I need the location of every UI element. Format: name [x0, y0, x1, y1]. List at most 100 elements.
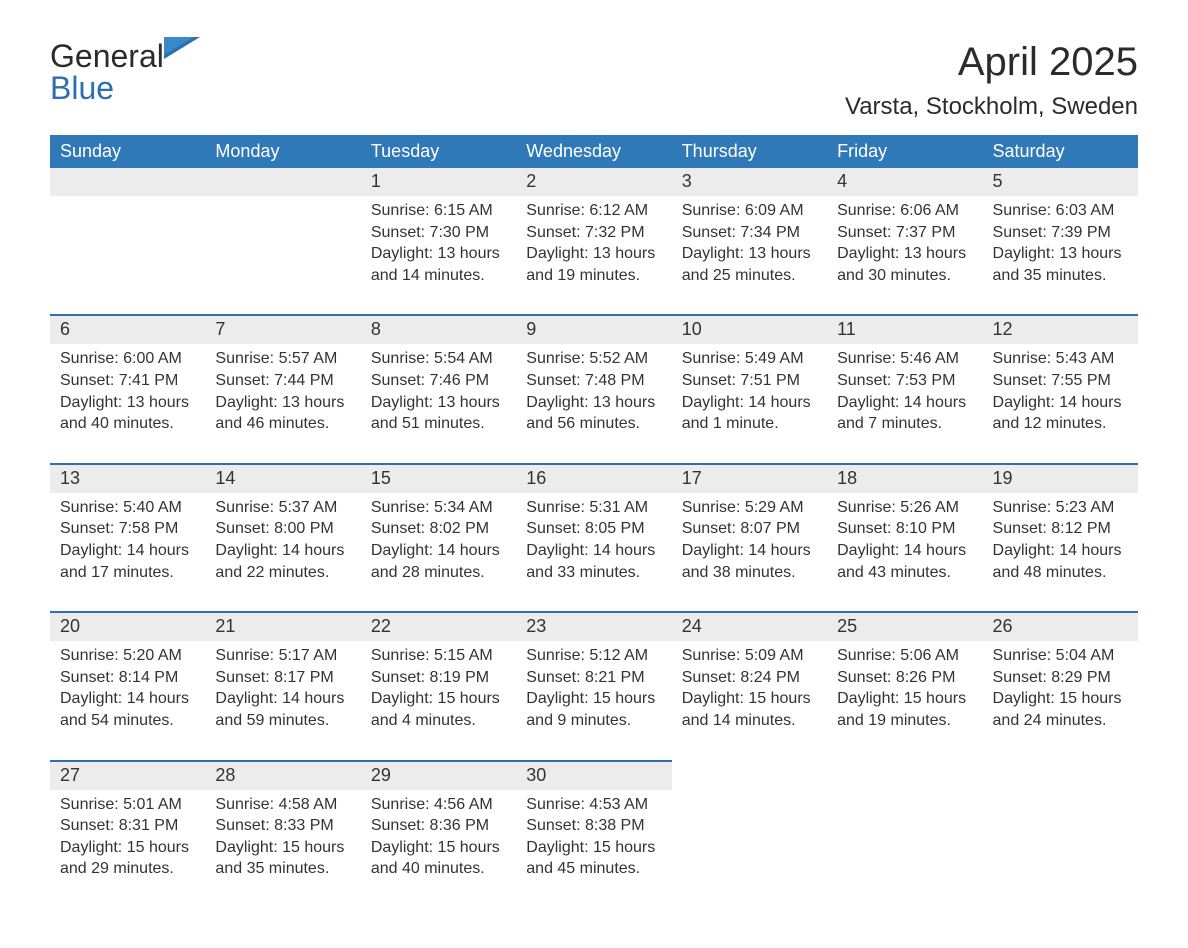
day-content: Sunrise: 6:12 AMSunset: 7:32 PMDaylight:…	[516, 196, 671, 286]
day-line: Daylight: 14 hours and 7 minutes.	[837, 392, 972, 435]
day-line: Sunset: 8:26 PM	[837, 667, 972, 689]
day-content: Sunrise: 5:52 AMSunset: 7:48 PMDaylight:…	[516, 344, 671, 434]
header: General Blue April 2025 Varsta, Stockhol…	[50, 40, 1138, 121]
day-line: Daylight: 14 hours and 1 minute.	[682, 392, 817, 435]
day-line: Daylight: 15 hours and 35 minutes.	[215, 837, 350, 880]
day-line: Sunrise: 5:49 AM	[682, 348, 817, 370]
day-number: 8	[361, 314, 516, 344]
day-line: Sunset: 8:21 PM	[526, 667, 661, 689]
day-content: Sunrise: 5:37 AMSunset: 8:00 PMDaylight:…	[205, 493, 360, 583]
day-content: Sunrise: 4:58 AMSunset: 8:33 PMDaylight:…	[205, 790, 360, 880]
calendar-week-row: 13Sunrise: 5:40 AMSunset: 7:58 PMDayligh…	[50, 463, 1138, 611]
day-line: Sunset: 8:07 PM	[682, 518, 817, 540]
day-line: Sunset: 8:05 PM	[526, 518, 661, 540]
day-number: 30	[516, 760, 671, 790]
calendar-day-cell: 26Sunrise: 5:04 AMSunset: 8:29 PMDayligh…	[983, 611, 1138, 759]
day-content: Sunrise: 6:09 AMSunset: 7:34 PMDaylight:…	[672, 196, 827, 286]
calendar-day-cell	[827, 760, 982, 908]
day-line: Sunset: 7:53 PM	[837, 370, 972, 392]
day-line: Daylight: 15 hours and 4 minutes.	[371, 688, 506, 731]
day-number: 2	[516, 168, 671, 196]
day-content: Sunrise: 5:34 AMSunset: 8:02 PMDaylight:…	[361, 493, 516, 583]
day-line: Sunset: 8:12 PM	[993, 518, 1128, 540]
day-line: Sunset: 7:41 PM	[60, 370, 195, 392]
day-line: Sunset: 8:24 PM	[682, 667, 817, 689]
day-content: Sunrise: 5:06 AMSunset: 8:26 PMDaylight:…	[827, 641, 982, 731]
day-line: Daylight: 15 hours and 24 minutes.	[993, 688, 1128, 731]
day-content: Sunrise: 5:15 AMSunset: 8:19 PMDaylight:…	[361, 641, 516, 731]
day-content: Sunrise: 5:17 AMSunset: 8:17 PMDaylight:…	[205, 641, 360, 731]
day-content: Sunrise: 5:20 AMSunset: 8:14 PMDaylight:…	[50, 641, 205, 731]
weekday-header: Monday	[205, 135, 360, 168]
day-line: Sunset: 8:29 PM	[993, 667, 1128, 689]
calendar-day-cell: 3Sunrise: 6:09 AMSunset: 7:34 PMDaylight…	[672, 168, 827, 314]
calendar-day-cell: 25Sunrise: 5:06 AMSunset: 8:26 PMDayligh…	[827, 611, 982, 759]
calendar-day-cell: 8Sunrise: 5:54 AMSunset: 7:46 PMDaylight…	[361, 314, 516, 462]
weekday-header: Wednesday	[516, 135, 671, 168]
calendar-day-cell: 4Sunrise: 6:06 AMSunset: 7:37 PMDaylight…	[827, 168, 982, 314]
day-number: 15	[361, 463, 516, 493]
weekday-header: Saturday	[983, 135, 1138, 168]
day-line: Daylight: 15 hours and 19 minutes.	[837, 688, 972, 731]
day-line: Daylight: 14 hours and 59 minutes.	[215, 688, 350, 731]
day-line: Sunrise: 5:09 AM	[682, 645, 817, 667]
day-number	[205, 168, 360, 196]
day-number: 28	[205, 760, 360, 790]
day-line: Sunrise: 6:15 AM	[371, 200, 506, 222]
day-line: Daylight: 14 hours and 33 minutes.	[526, 540, 661, 583]
day-content: Sunrise: 5:54 AMSunset: 7:46 PMDaylight:…	[361, 344, 516, 434]
calendar-day-cell: 19Sunrise: 5:23 AMSunset: 8:12 PMDayligh…	[983, 463, 1138, 611]
day-line: Daylight: 14 hours and 22 minutes.	[215, 540, 350, 583]
day-line: Sunrise: 5:57 AM	[215, 348, 350, 370]
day-line: Sunrise: 5:37 AM	[215, 497, 350, 519]
day-number: 21	[205, 611, 360, 641]
logo-text-1: General	[50, 38, 164, 74]
calendar-day-cell: 9Sunrise: 5:52 AMSunset: 7:48 PMDaylight…	[516, 314, 671, 462]
day-line: Daylight: 14 hours and 12 minutes.	[993, 392, 1128, 435]
day-number	[672, 760, 827, 788]
day-line: Sunset: 7:58 PM	[60, 518, 195, 540]
day-content: Sunrise: 5:57 AMSunset: 7:44 PMDaylight:…	[205, 344, 360, 434]
day-number: 17	[672, 463, 827, 493]
day-content: Sunrise: 5:12 AMSunset: 8:21 PMDaylight:…	[516, 641, 671, 731]
day-line: Daylight: 15 hours and 45 minutes.	[526, 837, 661, 880]
day-line: Sunrise: 6:09 AM	[682, 200, 817, 222]
calendar-day-cell: 18Sunrise: 5:26 AMSunset: 8:10 PMDayligh…	[827, 463, 982, 611]
day-line: Sunrise: 6:03 AM	[993, 200, 1128, 222]
calendar-day-cell: 28Sunrise: 4:58 AMSunset: 8:33 PMDayligh…	[205, 760, 360, 908]
day-line: Sunset: 7:51 PM	[682, 370, 817, 392]
day-line: Sunset: 8:17 PM	[215, 667, 350, 689]
day-line: Sunset: 8:00 PM	[215, 518, 350, 540]
day-content	[983, 788, 1138, 792]
calendar-day-cell: 2Sunrise: 6:12 AMSunset: 7:32 PMDaylight…	[516, 168, 671, 314]
day-line: Daylight: 13 hours and 56 minutes.	[526, 392, 661, 435]
day-line: Sunset: 7:34 PM	[682, 222, 817, 244]
day-number	[983, 760, 1138, 788]
calendar-week-row: 1Sunrise: 6:15 AMSunset: 7:30 PMDaylight…	[50, 168, 1138, 314]
day-content: Sunrise: 5:09 AMSunset: 8:24 PMDaylight:…	[672, 641, 827, 731]
day-line: Daylight: 15 hours and 29 minutes.	[60, 837, 195, 880]
day-number	[827, 760, 982, 788]
calendar-day-cell: 6Sunrise: 6:00 AMSunset: 7:41 PMDaylight…	[50, 314, 205, 462]
calendar-day-cell: 17Sunrise: 5:29 AMSunset: 8:07 PMDayligh…	[672, 463, 827, 611]
day-line: Sunrise: 5:20 AM	[60, 645, 195, 667]
day-line: Daylight: 13 hours and 35 minutes.	[993, 243, 1128, 286]
calendar-day-cell: 29Sunrise: 4:56 AMSunset: 8:36 PMDayligh…	[361, 760, 516, 908]
day-number: 4	[827, 168, 982, 196]
calendar-day-cell: 21Sunrise: 5:17 AMSunset: 8:17 PMDayligh…	[205, 611, 360, 759]
day-line: Sunrise: 4:58 AM	[215, 794, 350, 816]
day-line: Sunrise: 5:06 AM	[837, 645, 972, 667]
calendar-day-cell: 24Sunrise: 5:09 AMSunset: 8:24 PMDayligh…	[672, 611, 827, 759]
logo-flag-icon	[164, 37, 200, 61]
day-line: Daylight: 14 hours and 43 minutes.	[837, 540, 972, 583]
day-line: Sunset: 8:10 PM	[837, 518, 972, 540]
day-line: Sunrise: 5:04 AM	[993, 645, 1128, 667]
day-content	[50, 196, 205, 200]
day-line: Sunrise: 5:29 AM	[682, 497, 817, 519]
day-number: 22	[361, 611, 516, 641]
day-line: Sunrise: 5:40 AM	[60, 497, 195, 519]
calendar-table: SundayMondayTuesdayWednesdayThursdayFrid…	[50, 135, 1138, 908]
day-line: Sunset: 7:30 PM	[371, 222, 506, 244]
day-number: 9	[516, 314, 671, 344]
day-number: 24	[672, 611, 827, 641]
